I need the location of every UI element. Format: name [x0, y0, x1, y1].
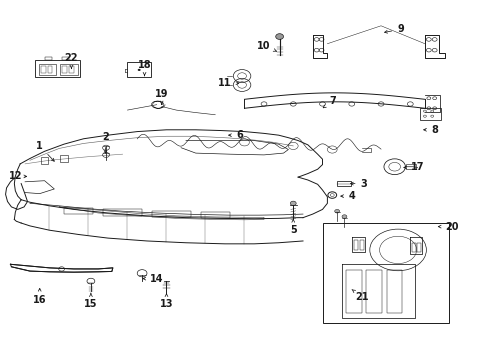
Bar	[47, 66, 52, 73]
Text: 15: 15	[84, 293, 98, 309]
Bar	[39, 64, 56, 75]
Bar	[103, 210, 142, 216]
Text: 18: 18	[138, 60, 151, 76]
Text: 12: 12	[9, 171, 27, 181]
Bar	[366, 270, 381, 313]
Text: 22: 22	[64, 53, 78, 69]
Text: 11: 11	[218, 78, 238, 88]
Circle shape	[334, 210, 339, 213]
Bar	[41, 157, 48, 164]
Text: 17: 17	[403, 162, 424, 172]
Bar	[200, 212, 229, 218]
Bar	[44, 57, 52, 60]
Text: 9: 9	[384, 24, 403, 35]
Text: 21: 21	[351, 289, 367, 302]
Circle shape	[275, 34, 283, 40]
Bar	[353, 240, 357, 250]
Text: 6: 6	[228, 130, 243, 140]
Bar	[60, 155, 68, 162]
Text: 1: 1	[36, 141, 54, 161]
Text: 3: 3	[350, 179, 366, 189]
Bar	[322, 223, 448, 323]
Bar	[152, 211, 190, 217]
Bar	[336, 181, 350, 186]
Bar	[60, 64, 78, 75]
Bar	[359, 240, 363, 250]
Circle shape	[290, 201, 296, 206]
Bar	[411, 243, 415, 252]
Circle shape	[138, 69, 141, 71]
Text: 10: 10	[257, 41, 276, 51]
Bar	[419, 108, 440, 120]
Text: 7: 7	[323, 96, 335, 108]
Text: 20: 20	[437, 222, 458, 231]
Bar	[345, 270, 361, 313]
Bar	[406, 164, 415, 169]
Circle shape	[341, 215, 346, 219]
Text: 4: 4	[340, 191, 354, 201]
Text: 2: 2	[102, 132, 109, 153]
Text: 8: 8	[423, 125, 437, 135]
Bar	[61, 57, 69, 60]
Bar	[62, 66, 67, 73]
Bar	[416, 243, 420, 252]
Bar	[64, 208, 93, 214]
Bar	[386, 270, 402, 313]
Bar	[35, 60, 80, 77]
Text: 5: 5	[289, 219, 296, 235]
Bar	[127, 62, 151, 77]
Bar	[69, 66, 74, 73]
Text: 16: 16	[33, 288, 46, 305]
Text: 14: 14	[142, 274, 163, 284]
Bar	[41, 66, 45, 73]
Text: 19: 19	[155, 89, 168, 104]
Text: 13: 13	[160, 293, 173, 309]
